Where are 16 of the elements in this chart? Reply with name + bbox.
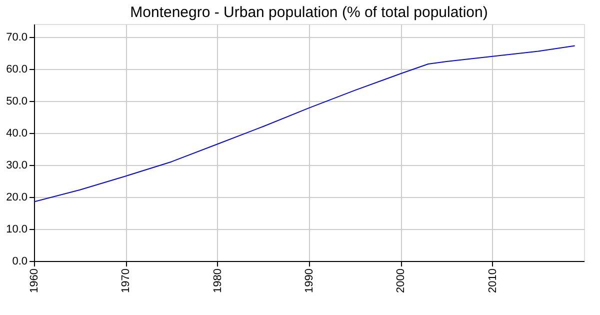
x-tick-label: 2010 <box>486 268 499 293</box>
y-tick-label: 30.0 <box>6 159 28 172</box>
x-tick-label: 1980 <box>212 268 224 293</box>
x-tick-label: 1970 <box>120 268 132 293</box>
y-tick-label: 0.0 <box>12 256 28 268</box>
y-tick-label: 40.0 <box>6 127 28 140</box>
chart-title: Montenegro - Urban population (% of total population) <box>130 4 488 21</box>
x-tick-label: 1960 <box>28 268 40 293</box>
y-tick-label: 50.0 <box>6 95 28 108</box>
y-tick-label: 60.0 <box>6 63 28 76</box>
x-tick-label: 2000 <box>395 268 408 293</box>
x-tick-label: 1990 <box>304 268 316 293</box>
y-tick-label: 20.0 <box>6 191 28 204</box>
line-series <box>34 45 576 202</box>
y-tick-label: 70.0 <box>6 31 28 44</box>
y-tick-label: 10.0 <box>6 223 28 236</box>
